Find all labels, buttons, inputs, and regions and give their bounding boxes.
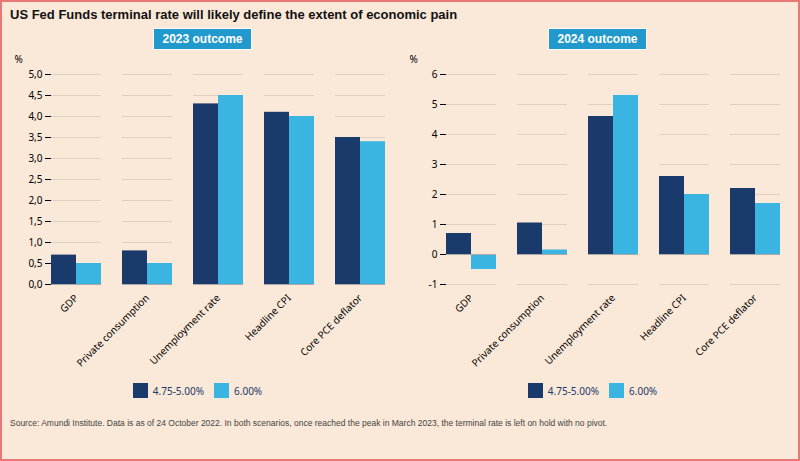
html-text:US Fed Funds terminal rate wil: US Fed Funds terminal rate will likely d… (10, 7, 458, 22)
svg-text:Headline CPI: Headline CPI (636, 291, 688, 343)
svg-text:3: 3 (432, 157, 438, 171)
html-text:6.00%: 6.00% (629, 383, 658, 398)
svg-text:5,0: 5,0 (28, 67, 42, 81)
svg-text:0,0: 0,0 (28, 277, 42, 291)
svg-text:Unemployment rate: Unemployment rate (146, 291, 223, 368)
svg-text:0: 0 (432, 247, 438, 261)
svg-text:Core PCE deflator: Core PCE deflator (297, 291, 365, 359)
html-text:2023 outcome: 2023 outcome (162, 32, 243, 46)
svg-text:%: % (410, 52, 418, 66)
svg-text:3,5: 3,5 (28, 130, 42, 144)
html-text:6.00%: 6.00% (234, 383, 263, 398)
svg-text:1,5: 1,5 (28, 214, 42, 228)
svg-text:5: 5 (432, 97, 438, 111)
svg-text:4,0: 4,0 (28, 109, 42, 123)
svg-text:4,5: 4,5 (28, 88, 42, 102)
svg-text:-1: -1 (429, 277, 438, 291)
svg-text:Private consumption: Private consumption (73, 291, 152, 370)
svg-text:GDP: GDP (56, 291, 80, 315)
svg-text:4: 4 (432, 127, 438, 141)
svg-text:3,0: 3,0 (28, 151, 42, 165)
svg-text:Core PCE deflator: Core PCE deflator (692, 291, 760, 359)
svg-text:%: % (15, 52, 23, 66)
svg-text:1,0: 1,0 (28, 235, 42, 249)
html-text:Source: Amundi Institute. Data: Source: Amundi Institute. Data is as of … (10, 418, 608, 428)
svg-text:2,0: 2,0 (28, 193, 42, 207)
svg-text:0,5: 0,5 (28, 256, 42, 270)
svg-text:Private consumption: Private consumption (468, 291, 547, 370)
svg-text:Headline CPI: Headline CPI (241, 291, 293, 343)
svg-text:2: 2 (432, 187, 438, 201)
svg-text:GDP: GDP (451, 291, 475, 315)
svg-text:2,5: 2,5 (28, 172, 42, 186)
svg-text:6: 6 (432, 67, 438, 81)
svg-text:Unemployment rate: Unemployment rate (541, 291, 618, 368)
html-text:2024 outcome: 2024 outcome (557, 32, 638, 46)
html-text:4.75-5.00%: 4.75-5.00% (547, 383, 599, 398)
svg-text:1: 1 (432, 217, 438, 231)
html-text:4.75-5.00%: 4.75-5.00% (152, 383, 204, 398)
